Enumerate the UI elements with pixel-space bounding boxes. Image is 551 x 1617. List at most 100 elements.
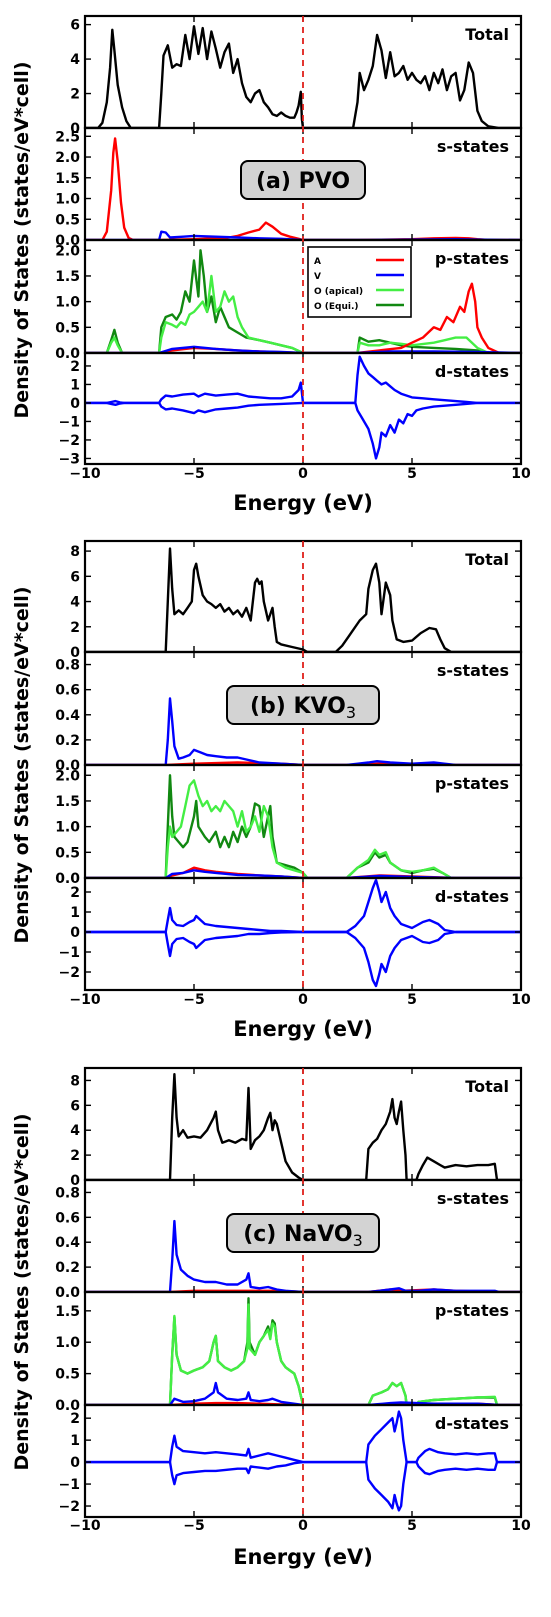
y-tick-label: 8 <box>70 1073 80 1089</box>
x-tick-label: 0 <box>298 1518 308 1534</box>
chart-2: 0 2 4 6 8 Total 0.0 0.2 0.4 0.6 0.8 s-states 0.0 0.5 1… <box>11 539 531 1041</box>
y-tick-label: 1.0 <box>55 1335 80 1351</box>
panel-Total: 0 2 4 6 8 Total <box>70 539 523 661</box>
series-group <box>85 547 521 652</box>
y-tick-label: 2 <box>70 87 80 103</box>
y-tick-label: 2.0 <box>55 243 80 259</box>
x-tick-label: −5 <box>183 992 204 1008</box>
compound-subscript: 3 <box>346 703 356 722</box>
y-tick-label: 0.2 <box>55 733 80 749</box>
panel-label: p-states <box>435 1301 509 1320</box>
y-tick-label: −2 <box>59 433 80 449</box>
y-tick-label: −1 <box>59 945 80 961</box>
panel-label: d-states <box>435 362 509 381</box>
y-tick-label: 0 <box>70 1455 80 1471</box>
y-tick-label: 0.2 <box>55 1260 80 1276</box>
y-tick-label: −1 <box>59 414 80 430</box>
y-tick-label: −2 <box>59 965 80 981</box>
y-tick-label: 0.4 <box>55 708 80 724</box>
x-tick-label: 0 <box>298 992 308 1008</box>
compound-main: (b) KVO <box>250 694 346 719</box>
series-group <box>85 249 521 353</box>
y-tick-label: 0.0 <box>55 871 80 887</box>
y-tick-label: 0.0 <box>55 1285 80 1301</box>
compound-main: (a) PVO <box>256 169 350 194</box>
legend-label: V <box>314 272 321 282</box>
compound-main: (c) NaVO <box>243 1222 352 1247</box>
x-tick-label: −10 <box>69 466 100 482</box>
x-tick-label: 5 <box>407 466 417 482</box>
y-tick-label: 1.0 <box>55 192 80 208</box>
panel-label: s-states <box>437 661 509 680</box>
panel-Total: 0 2 4 6 Total <box>70 14 523 137</box>
panel-s-states: 0.0 0.2 0.4 0.6 0.8 s-states <box>55 1178 523 1301</box>
y-tick-label: 0 <box>70 121 80 137</box>
y-tick-label: 0 <box>70 1173 80 1189</box>
series-line-1 <box>85 355 521 405</box>
x-tick-label: 10 <box>511 992 531 1008</box>
legend: AV O (apical) O (Equi.) <box>307 246 412 318</box>
panel-d-states: −3 −2 −1 0 1 2 d-states <box>59 351 523 467</box>
y-tick-label: 2 <box>70 359 80 375</box>
series-line-1 <box>85 1410 521 1464</box>
series-line-2 <box>85 1219 521 1292</box>
y-tick-label: 6 <box>70 569 80 585</box>
y-tick-label: 4 <box>70 52 80 68</box>
y-tick-label: 2.0 <box>55 768 80 784</box>
y-tick-label: 1 <box>70 1433 80 1449</box>
compound-label-box <box>226 685 380 725</box>
panel-s-states: 0.0 0.5 1.0 1.5 2.0 2.5 s-states <box>55 126 523 249</box>
x-tick-label: 0 <box>298 466 308 482</box>
panel-label: p-states <box>435 249 509 268</box>
x-axis-label: Energy (eV) <box>233 1545 373 1569</box>
y-tick-label: 0.6 <box>55 1210 80 1226</box>
y-tick-label: 1 <box>70 377 80 393</box>
y-tick-label: −2 <box>59 1499 80 1515</box>
y-axis-label: Density of States (states/eV*cell) <box>11 61 33 418</box>
x-tick-label: −5 <box>183 1518 204 1534</box>
panel-p-states: 0.0 0.5 1.0 1.5 2.0 p-states AV O (apical) O (Eq… <box>55 238 523 362</box>
x-axis-label: Energy (eV) <box>233 1017 373 1041</box>
y-tick-label: 0.5 <box>55 320 80 336</box>
compound-label-text: (a) PVO <box>256 169 350 194</box>
y-tick-label: 0.0 <box>55 233 80 249</box>
y-tick-label: 2 <box>70 885 80 901</box>
x-tick-label: 10 <box>511 466 531 482</box>
y-tick-label: 1.0 <box>55 295 80 311</box>
series-line-2 <box>85 1460 521 1512</box>
panel-label: d-states <box>435 1414 509 1433</box>
series-line-4 <box>85 345 521 353</box>
series-line-1 <box>85 25 521 128</box>
series-group <box>85 1410 521 1512</box>
panel-label: s-states <box>437 1189 509 1208</box>
panel-label: Total <box>465 25 509 44</box>
y-tick-label: 4 <box>70 1123 80 1139</box>
legend-label: O (apical) <box>314 287 363 297</box>
y-tick-label: 0.5 <box>55 212 80 228</box>
y-tick-label: 1.0 <box>55 820 80 836</box>
compound-label: (c) NaVO3 <box>226 1213 380 1253</box>
y-tick-label: 0.6 <box>55 683 80 699</box>
y-tick-label: 1.5 <box>55 794 80 810</box>
y-tick-label: 6 <box>70 1098 80 1114</box>
y-tick-label: 1.5 <box>55 269 80 285</box>
compound-label-text: (c) NaVO3 <box>243 1222 363 1250</box>
legend-label: A <box>314 257 321 267</box>
x-tick-label: −10 <box>69 992 100 1008</box>
x-tick-label: 10 <box>511 1518 531 1534</box>
series-line-4 <box>85 1381 521 1405</box>
y-tick-label: −3 <box>59 451 80 467</box>
y-tick-label: 1.5 <box>55 171 80 187</box>
panel-d-states: −2 −1 0 1 2 d-states <box>59 876 523 992</box>
x-tick-label: −5 <box>183 466 204 482</box>
compound-subscript: 3 <box>353 1231 363 1250</box>
compound-label-box <box>240 160 366 200</box>
y-tick-label: 0 <box>70 396 80 412</box>
y-tick-label: 0 <box>70 925 80 941</box>
y-tick-label: 0.5 <box>55 845 80 861</box>
panel-label: Total <box>465 550 509 569</box>
x-tick-label: 5 <box>407 992 417 1008</box>
y-axis-label: Density of States (states/eV*cell) <box>11 586 33 943</box>
